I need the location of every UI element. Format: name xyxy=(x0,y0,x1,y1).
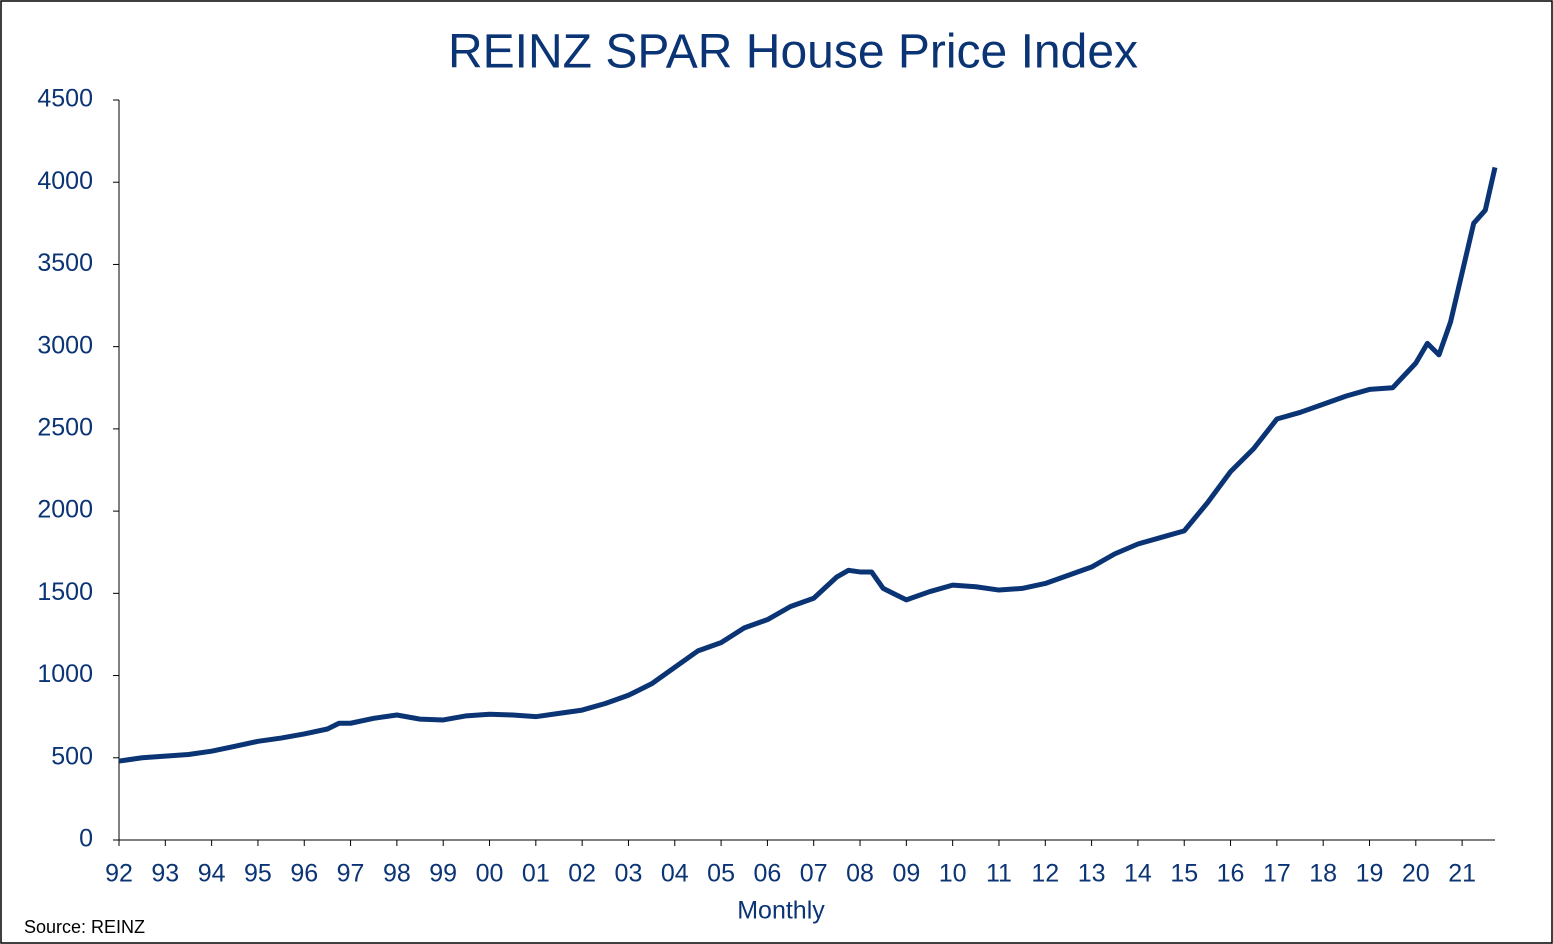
x-tick-label: 13 xyxy=(1078,860,1106,888)
x-tick-label: 01 xyxy=(522,860,550,888)
x-tick-label: 16 xyxy=(1217,860,1245,888)
x-tick-label: 04 xyxy=(661,860,689,888)
y-tick-label: 3500 xyxy=(37,249,93,277)
x-tick-label: 96 xyxy=(290,860,318,888)
data-line xyxy=(118,166,1498,764)
x-tick-label: 14 xyxy=(1124,860,1152,888)
x-tick-label: 08 xyxy=(846,860,874,888)
y-tick-label: 1000 xyxy=(37,660,93,688)
x-axis-label: Monthly xyxy=(737,897,825,925)
x-tick-label: 00 xyxy=(476,860,504,888)
x-tick-label: 21 xyxy=(1448,860,1476,888)
y-tick-label: 0 xyxy=(79,825,93,853)
y-tick-label: 4500 xyxy=(37,85,93,113)
x-tick-label: 07 xyxy=(800,860,828,888)
x-tick-label: 05 xyxy=(707,860,735,888)
source-note: Source: REINZ xyxy=(24,917,145,937)
y-tick-label: 2000 xyxy=(37,496,93,524)
x-tick-label: 93 xyxy=(151,860,179,888)
y-tick-label: 1500 xyxy=(37,578,93,606)
y-tick-label: 3000 xyxy=(37,331,93,359)
y-tick-label: 4000 xyxy=(37,167,93,195)
x-tick-label: 06 xyxy=(753,860,781,888)
x-tick-label: 97 xyxy=(337,860,365,888)
y-tick-label: 500 xyxy=(51,742,93,770)
x-tick-label: 19 xyxy=(1356,860,1384,888)
x-tick-label: 98 xyxy=(383,860,411,888)
x-tick-label: 95 xyxy=(244,860,272,888)
x-tick-label: 03 xyxy=(615,860,643,888)
y-tick-label: 2500 xyxy=(37,413,93,441)
x-tick-label: 15 xyxy=(1170,860,1198,888)
chart-title: REINZ SPAR House Price Index xyxy=(448,26,1138,79)
x-tick-label: 11 xyxy=(986,860,1012,888)
x-tick-label: 02 xyxy=(568,860,596,888)
x-tick-label: 18 xyxy=(1309,860,1337,888)
x-tick-label: 09 xyxy=(892,860,920,888)
x-tick-label: 17 xyxy=(1263,860,1291,888)
x-tick-label: 10 xyxy=(939,860,967,888)
x-tick-label: 12 xyxy=(1031,860,1059,888)
x-tick-label: 99 xyxy=(429,860,457,888)
x-tick-label: 92 xyxy=(105,860,133,888)
x-tick-label: 94 xyxy=(198,860,226,888)
x-tick-label: 20 xyxy=(1402,860,1430,888)
